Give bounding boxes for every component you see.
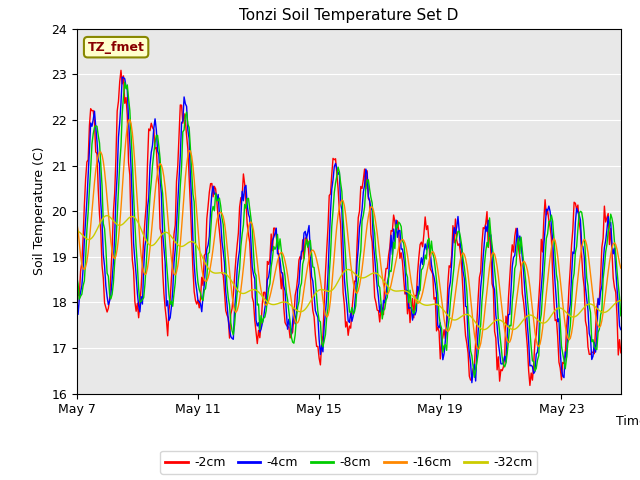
- -32cm: [452, 317, 460, 323]
- -16cm: [474, 346, 482, 352]
- -2cm: [526, 383, 534, 388]
- Line: -8cm: -8cm: [77, 82, 621, 377]
- -2cm: [390, 212, 397, 218]
- -16cm: [73, 220, 81, 226]
- -16cm: [126, 117, 134, 122]
- -16cm: [617, 265, 625, 271]
- -32cm: [73, 228, 81, 234]
- -4cm: [115, 134, 122, 140]
- -8cm: [121, 79, 129, 85]
- -8cm: [574, 226, 582, 232]
- -2cm: [493, 367, 501, 373]
- -32cm: [506, 325, 513, 331]
- -4cm: [506, 312, 513, 317]
- -32cm: [574, 312, 582, 318]
- Line: -4cm: -4cm: [77, 77, 621, 383]
- -2cm: [574, 202, 582, 208]
- Line: -32cm: -32cm: [77, 216, 621, 330]
- -32cm: [495, 317, 502, 323]
- Line: -16cm: -16cm: [77, 120, 621, 349]
- -8cm: [506, 323, 513, 328]
- -8cm: [452, 238, 460, 244]
- -32cm: [617, 298, 625, 303]
- -4cm: [73, 295, 81, 300]
- Line: -2cm: -2cm: [77, 71, 621, 385]
- -2cm: [617, 350, 625, 356]
- -32cm: [479, 327, 487, 333]
- -32cm: [103, 213, 111, 218]
- -2cm: [73, 310, 81, 315]
- -16cm: [574, 275, 582, 281]
- -4cm: [452, 230, 460, 236]
- -4cm: [118, 74, 126, 80]
- -16cm: [506, 339, 513, 345]
- -4cm: [617, 327, 625, 333]
- -8cm: [115, 188, 122, 193]
- -8cm: [617, 313, 625, 319]
- -8cm: [495, 317, 502, 323]
- -8cm: [73, 274, 81, 280]
- -2cm: [115, 98, 122, 104]
- -16cm: [452, 290, 460, 296]
- -32cm: [390, 288, 397, 293]
- -2cm: [117, 68, 125, 73]
- -16cm: [115, 236, 122, 241]
- -2cm: [452, 216, 460, 222]
- Title: Tonzi Soil Temperature Set D: Tonzi Soil Temperature Set D: [239, 9, 458, 24]
- -16cm: [495, 274, 502, 279]
- Text: TZ_fmet: TZ_fmet: [88, 41, 145, 54]
- -4cm: [495, 340, 502, 346]
- -4cm: [574, 209, 582, 215]
- X-axis label: Time: Time: [616, 416, 640, 429]
- -8cm: [470, 374, 478, 380]
- Legend: -2cm, -4cm, -8cm, -16cm, -32cm: -2cm, -4cm, -8cm, -16cm, -32cm: [160, 451, 538, 474]
- -32cm: [116, 222, 124, 228]
- -16cm: [390, 270, 397, 276]
- -4cm: [468, 380, 476, 385]
- -8cm: [390, 240, 397, 245]
- -4cm: [390, 226, 397, 232]
- -2cm: [504, 295, 512, 301]
- Y-axis label: Soil Temperature (C): Soil Temperature (C): [33, 147, 45, 276]
